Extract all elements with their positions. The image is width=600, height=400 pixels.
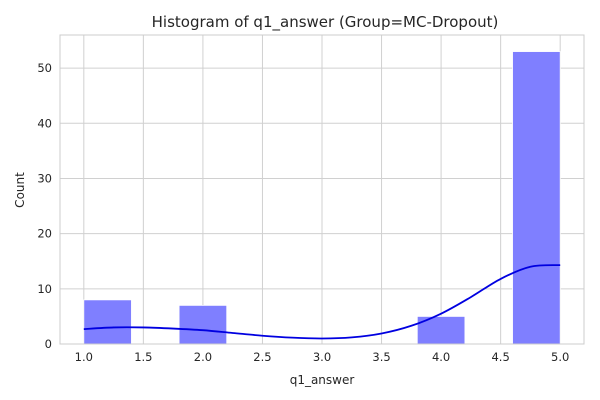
y-tick-label: 30 xyxy=(37,171,52,185)
y-tick-label: 40 xyxy=(37,116,52,130)
y-tick-labels: 0 10 20 30 40 50 xyxy=(37,61,52,351)
x-axis-label: q1_answer xyxy=(290,373,355,387)
x-tick-label: 4.5 xyxy=(491,350,509,364)
y-tick-label: 10 xyxy=(37,282,52,296)
histogram-bar xyxy=(83,299,132,345)
y-tick-label: 20 xyxy=(37,227,52,241)
histogram-bar xyxy=(512,51,561,345)
x-tick-label: 5.0 xyxy=(551,350,569,364)
grid-layer xyxy=(60,35,584,345)
x-tick-label: 1.5 xyxy=(134,350,152,364)
kde-curve xyxy=(83,264,561,340)
y-tick-label: 50 xyxy=(37,61,52,75)
bars-layer xyxy=(83,51,561,345)
x-tick-labels: 1.0 1.5 2.0 2.5 3.0 3.5 4.0 4.5 5.0 xyxy=(75,350,570,364)
plot-frame xyxy=(59,34,585,345)
x-tick-label: 3.5 xyxy=(372,350,390,364)
x-tick-label: 2.5 xyxy=(253,350,271,364)
x-tick-label: 3.0 xyxy=(313,350,331,364)
x-tick-label: 1.0 xyxy=(75,350,93,364)
x-tick-label: 4.0 xyxy=(432,350,450,364)
x-tick-label: 2.0 xyxy=(194,350,212,364)
chart-title: Histogram of q1_answer (Group=MC-Dropout… xyxy=(152,13,499,32)
histogram-bar xyxy=(178,304,228,345)
y-axis-label: Count xyxy=(13,172,27,208)
y-tick-label: 0 xyxy=(45,337,52,351)
